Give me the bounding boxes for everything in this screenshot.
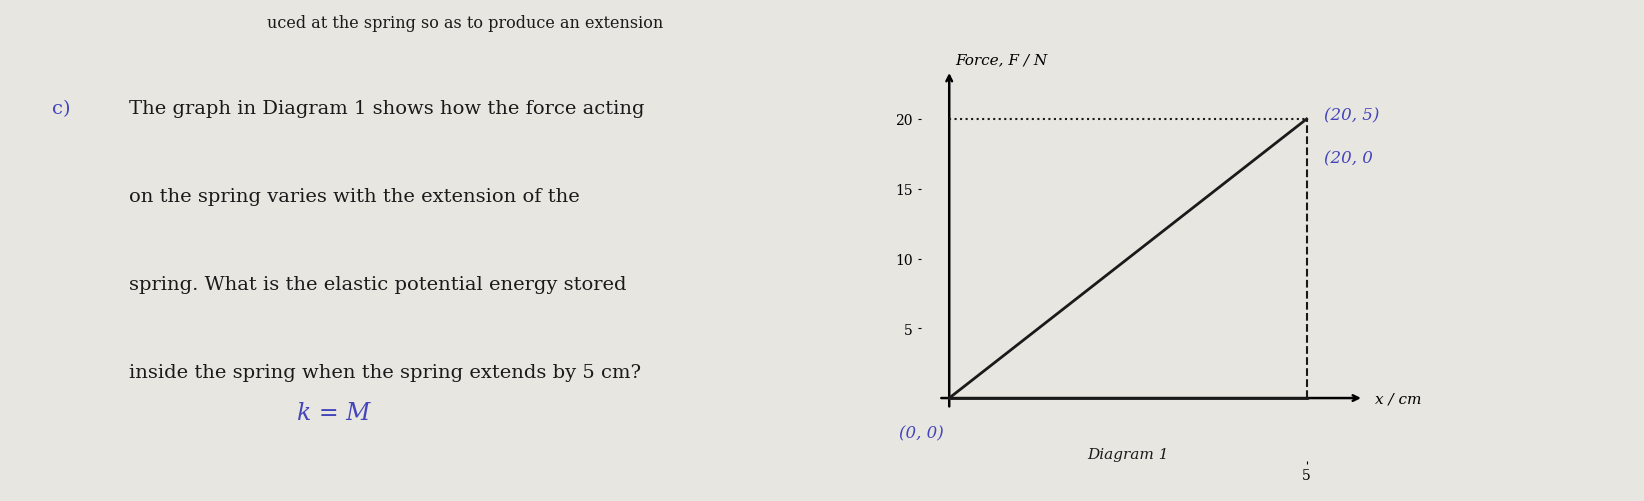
Text: The graph in Diagram 1 shows how the force acting: The graph in Diagram 1 shows how the for…: [128, 100, 644, 118]
Text: Diagram 1: Diagram 1: [1087, 447, 1169, 461]
Text: on the spring varies with the extension of the: on the spring varies with the extension …: [128, 188, 579, 206]
Text: inside the spring when the spring extends by 5 cm?: inside the spring when the spring extend…: [128, 363, 641, 381]
Text: k = M: k = M: [298, 401, 370, 424]
Text: c): c): [53, 100, 71, 118]
Text: uced at the spring so as to produce an extension: uced at the spring so as to produce an e…: [266, 15, 663, 32]
Text: x / cm: x / cm: [1374, 391, 1420, 405]
Text: (20, 5): (20, 5): [1325, 107, 1379, 124]
Text: (20, 0: (20, 0: [1325, 150, 1373, 167]
Text: (0, 0): (0, 0): [899, 424, 944, 441]
Text: Force, F / N: Force, F / N: [955, 53, 1047, 67]
Text: spring. What is the elastic potential energy stored: spring. What is the elastic potential en…: [128, 276, 626, 294]
